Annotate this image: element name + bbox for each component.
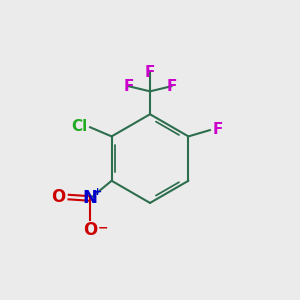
- Text: O: O: [52, 188, 66, 206]
- Text: F: F: [166, 79, 177, 94]
- Text: O: O: [83, 221, 97, 239]
- Text: F: F: [213, 122, 223, 137]
- Text: −: −: [97, 221, 108, 234]
- Text: F: F: [123, 79, 134, 94]
- Text: Cl: Cl: [72, 119, 88, 134]
- Text: F: F: [145, 65, 155, 80]
- Text: N: N: [82, 190, 98, 208]
- Text: +: +: [93, 187, 102, 197]
